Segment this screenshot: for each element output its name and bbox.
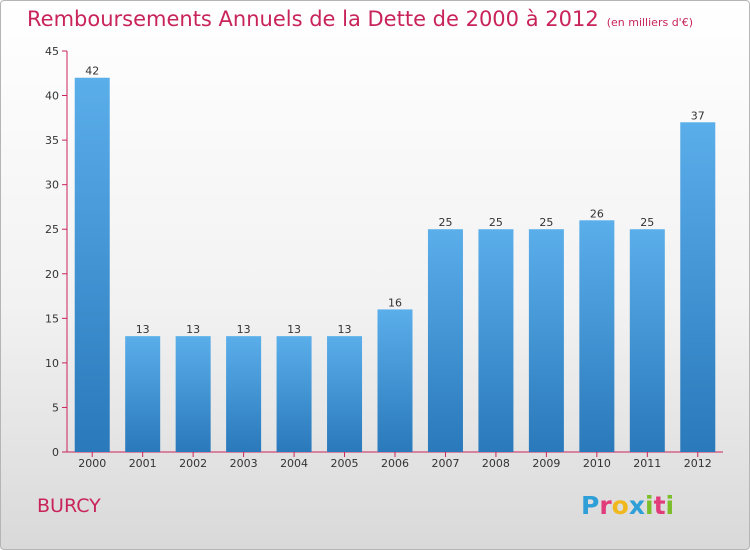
data-label-2001: 13 [136, 323, 150, 336]
x-tick-label-2006: 2006 [381, 457, 409, 470]
data-label-2003: 13 [237, 323, 251, 336]
logo-letter: r [599, 491, 612, 520]
logo-letter: o [611, 491, 629, 520]
data-label-2009: 25 [539, 216, 553, 229]
x-tick-label-2011: 2011 [633, 457, 661, 470]
bar-2009 [528, 229, 564, 452]
bar-2012 [680, 122, 716, 453]
proxiti-logo: Proxiti [581, 491, 674, 520]
y-tick-label: 20 [45, 268, 59, 281]
x-tick-label-2007: 2007 [431, 457, 459, 470]
y-tick-label: 30 [45, 179, 59, 192]
bar-2004 [276, 336, 312, 452]
x-tick-label-2004: 2004 [280, 457, 308, 470]
x-tick-label-2003: 2003 [230, 457, 258, 470]
data-label-2011: 25 [640, 216, 654, 229]
logo-letter: t [653, 491, 666, 520]
data-label-2006: 16 [388, 296, 402, 309]
bar-2010 [579, 220, 615, 452]
logo-letter: x [628, 491, 645, 520]
data-label-2007: 25 [438, 216, 452, 229]
data-label-2010: 26 [590, 207, 604, 220]
y-tick-label: 35 [45, 134, 59, 147]
chart-title: Remboursements Annuels de la Dette de 20… [27, 7, 693, 31]
x-tick-label-2009: 2009 [532, 457, 560, 470]
bar-2007 [427, 229, 463, 452]
y-tick-label: 40 [45, 90, 59, 103]
x-tick-label-2002: 2002 [179, 457, 207, 470]
data-label-2008: 25 [489, 216, 503, 229]
bar-2003 [226, 336, 262, 452]
x-tick-label-2010: 2010 [583, 457, 611, 470]
chart-title-unit: (en milliers d'€) [606, 16, 693, 29]
y-tick-label: 0 [52, 446, 59, 459]
y-tick-label: 10 [45, 357, 59, 370]
logo-letter: P [581, 491, 600, 520]
x-tick-label-2012: 2012 [684, 457, 712, 470]
bar-2001 [125, 336, 161, 452]
bar-2005 [327, 336, 363, 452]
x-tick-label-2000: 2000 [78, 457, 106, 470]
logo-letter: i [665, 491, 675, 520]
chart-title-main: Remboursements Annuels de la Dette de 20… [27, 7, 599, 31]
bar-2011 [629, 229, 665, 452]
x-tick-label-2005: 2005 [331, 457, 359, 470]
commune-name: BURCY [37, 495, 101, 517]
x-tick-label-2001: 2001 [129, 457, 157, 470]
bar-2006 [377, 309, 413, 452]
y-tick-label: 25 [45, 223, 59, 236]
x-tick-label-2008: 2008 [482, 457, 510, 470]
logo-letter: i [645, 491, 654, 520]
data-label-2005: 13 [338, 323, 352, 336]
bar-2008 [478, 229, 514, 452]
bar-2000 [74, 77, 110, 452]
y-tick-label: 5 [52, 401, 59, 414]
y-tick-label: 45 [45, 45, 59, 58]
data-label-2012: 37 [691, 109, 705, 122]
data-label-2000: 42 [85, 65, 99, 78]
bar-2002 [175, 336, 211, 452]
data-label-2004: 13 [287, 323, 301, 336]
data-label-2002: 13 [186, 323, 200, 336]
y-tick-label: 15 [45, 312, 59, 325]
